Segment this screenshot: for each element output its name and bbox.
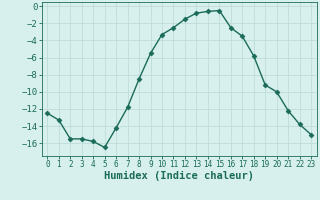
X-axis label: Humidex (Indice chaleur): Humidex (Indice chaleur) bbox=[104, 171, 254, 181]
